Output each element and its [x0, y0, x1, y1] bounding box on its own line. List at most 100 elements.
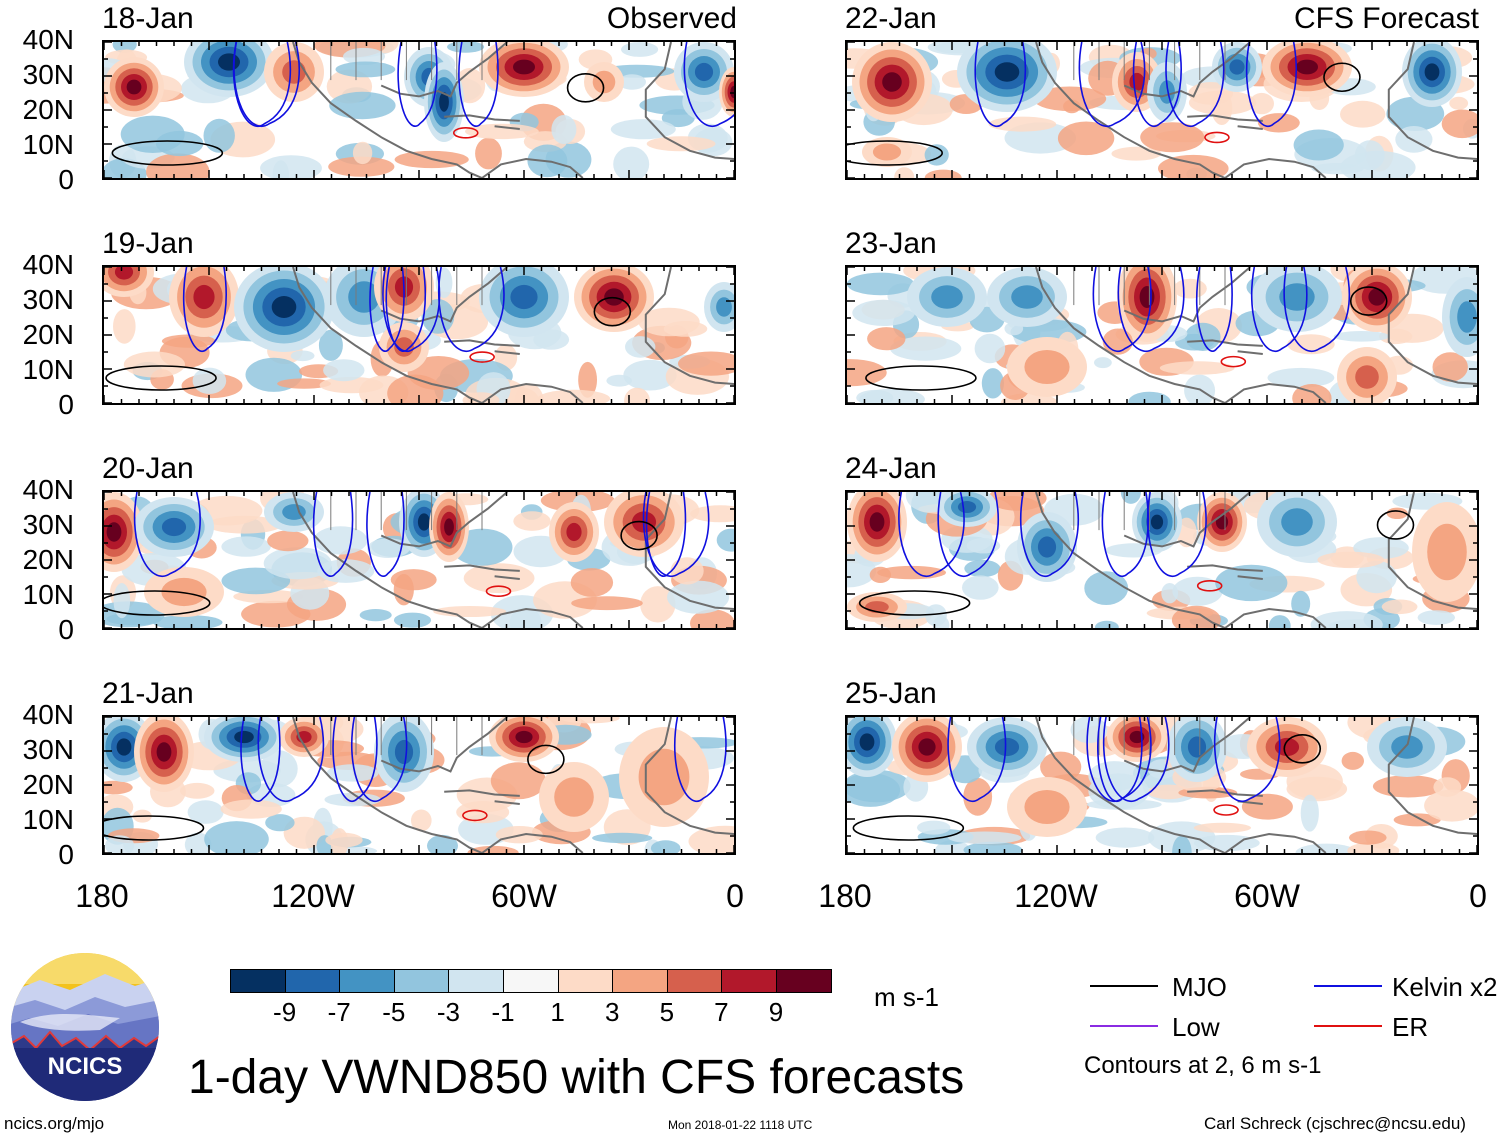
mjo-contour — [1283, 734, 1322, 764]
kelvin-contour — [673, 717, 727, 802]
y-label-30n-row1: 30N — [22, 59, 74, 90]
kelvin-contour — [642, 492, 710, 577]
anomaly-patch — [393, 574, 414, 606]
legend-low: Low — [1172, 1012, 1220, 1042]
anomaly-contour-fill — [1424, 63, 1440, 81]
anomaly-patch — [1441, 109, 1477, 139]
anomaly-patch — [123, 351, 185, 378]
coastline — [444, 789, 520, 797]
anomaly-patch — [1287, 334, 1335, 355]
panel-title-20jan: 20-Jan — [102, 452, 194, 485]
coastline — [481, 832, 584, 853]
coastline — [494, 575, 520, 580]
kelvin-contour — [182, 267, 227, 352]
anomaly-contour-fill — [156, 742, 172, 762]
anomaly-patch — [988, 492, 1047, 511]
coastline — [1224, 157, 1327, 178]
anomaly-patch — [962, 575, 999, 600]
anomaly-patch — [203, 118, 235, 153]
coastlines — [292, 267, 734, 403]
panel-title-19jan: 19-Jan — [102, 227, 194, 260]
er-contour — [485, 585, 512, 598]
anomaly-patch — [263, 547, 332, 580]
mjo-contour — [847, 140, 943, 166]
coastline — [1035, 42, 1226, 178]
anomaly-patch — [359, 609, 392, 622]
er-contour — [462, 809, 488, 822]
y-label-10n-row1: 10N — [22, 129, 74, 160]
anomaly-patch — [323, 359, 365, 382]
field-18jan — [104, 42, 734, 178]
anomaly-patch — [1140, 122, 1205, 153]
anomaly-patch — [667, 580, 730, 614]
anomaly-contour-fill — [931, 285, 963, 309]
er-contour — [1204, 131, 1230, 144]
coastline — [1387, 42, 1477, 160]
anomaly-contour-fill — [1274, 737, 1300, 757]
coastline — [292, 267, 483, 403]
anomaly-contour-fill — [592, 70, 616, 94]
mjo-contour — [620, 520, 658, 551]
anomaly-patch — [513, 511, 551, 531]
anomaly-patch — [690, 609, 734, 628]
anomaly-patch — [1193, 822, 1251, 833]
anomaly-patch — [1356, 560, 1397, 594]
y-label-20n-row3: 20N — [22, 544, 74, 575]
colorbar-swatch — [776, 969, 832, 993]
anomaly-contour-fill — [716, 297, 732, 317]
colorbar-units: m s-1 — [874, 982, 939, 1012]
kelvin-contour — [332, 717, 378, 802]
anomaly-patch — [1185, 322, 1221, 351]
anomaly-contour-fill — [282, 60, 306, 84]
coastline — [494, 125, 520, 130]
anomaly-patch — [318, 329, 343, 361]
anomaly-patch — [570, 568, 614, 597]
anomaly-patch — [490, 762, 546, 800]
colorbar-label: -7 — [327, 997, 351, 1027]
anomaly-patch — [352, 141, 373, 165]
anomaly-patch — [663, 321, 708, 337]
anomaly-patch — [847, 773, 901, 807]
kelvin-contour — [974, 42, 1027, 127]
anomaly-patch — [852, 299, 915, 326]
anomaly-patch — [924, 169, 962, 178]
colorbar-swatch — [448, 969, 504, 993]
anomaly-contour-fill — [918, 738, 936, 756]
anomaly-patch — [113, 583, 131, 619]
colorbar-label: -5 — [382, 997, 406, 1027]
anomaly-blobs — [104, 717, 709, 832]
kelvin-contour — [1283, 267, 1351, 352]
panel-title-21jan: 21-Jan — [102, 677, 194, 710]
kelvin-contour — [1245, 42, 1298, 127]
footer-url[interactable]: ncics.org/mjo — [4, 1114, 105, 1133]
anomaly-contour-fill — [1024, 790, 1070, 824]
anomaly-contour-fill — [515, 730, 533, 744]
axis-ticks — [104, 717, 734, 853]
anomaly-patch — [475, 137, 502, 170]
anomaly-contour-fill — [116, 738, 132, 756]
anomaly-patch — [1147, 784, 1190, 800]
anomaly-patch — [618, 74, 646, 90]
y-label-40n-row4: 40N — [22, 699, 74, 730]
anomaly-contour-fill — [417, 513, 431, 531]
kelvin-contour — [645, 492, 687, 577]
mjo-contour — [1349, 286, 1388, 316]
axis-ticks — [847, 42, 1477, 178]
colorbar-swatch — [230, 969, 286, 993]
anomaly-patch — [690, 505, 734, 523]
anomaly-patch — [678, 351, 734, 376]
colorbar-swatch — [393, 969, 450, 993]
anomaly-patch — [325, 832, 363, 848]
er-contour — [1196, 580, 1223, 592]
anomaly-patch — [551, 115, 577, 144]
anomaly-patch — [155, 130, 204, 157]
coastlines — [1035, 717, 1477, 853]
contours-note: Contours at 2, 6 m s-1 — [1084, 1052, 1322, 1079]
anomaly-patch — [1172, 576, 1223, 606]
anomaly-patch — [1354, 140, 1385, 171]
anomaly-patch — [277, 378, 331, 389]
anomaly-patch — [1340, 100, 1386, 128]
anomaly-patch — [187, 800, 224, 824]
colorbar-label: 5 — [659, 997, 675, 1027]
coastline — [644, 492, 734, 610]
